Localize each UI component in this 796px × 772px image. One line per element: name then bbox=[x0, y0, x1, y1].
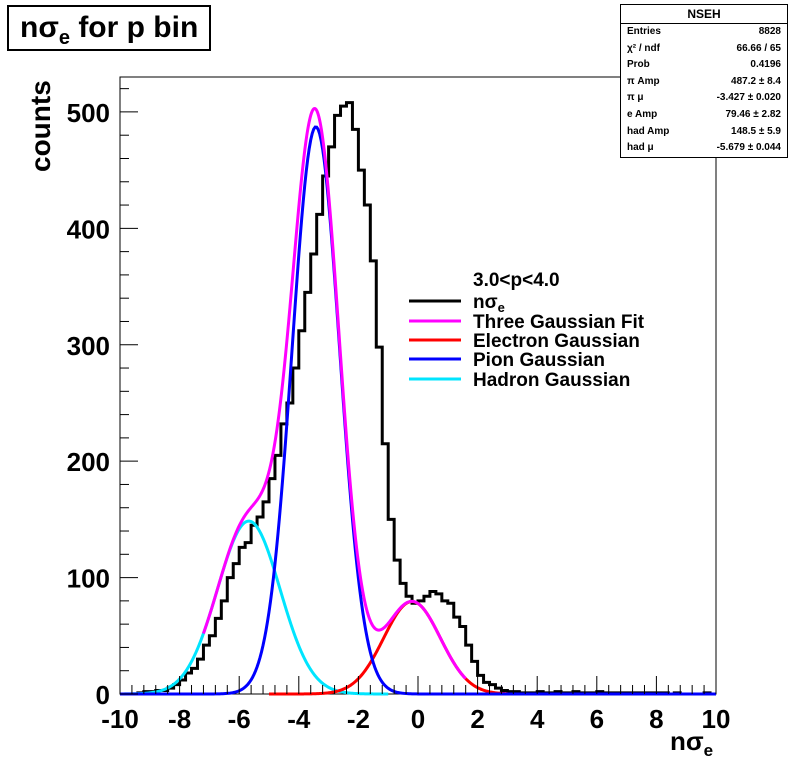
x-tick-label: 8 bbox=[649, 704, 663, 734]
y-tick-label: 400 bbox=[67, 214, 110, 244]
y-tick-label: 200 bbox=[67, 447, 110, 477]
stats-label: had μ bbox=[627, 142, 654, 154]
legend-label: Pion Gaussian bbox=[473, 350, 605, 371]
stats-row: had Amp 148.5 ± 5.9 bbox=[621, 124, 787, 141]
stats-box: NSEH Entries 8828 χ² / ndf 66.66 / 65 Prob 0.… bbox=[620, 4, 788, 158]
stats-row: Prob 0.4196 bbox=[621, 57, 787, 74]
stats-row: π Amp 487.2 ± 8.4 bbox=[621, 74, 787, 91]
x-tick-label: 6 bbox=[590, 704, 604, 734]
stats-value: -5.679 ± 0.044 bbox=[716, 142, 781, 154]
electron-gaussian-curve bbox=[269, 599, 508, 696]
legend-header: 3.0<p<4.0 bbox=[473, 270, 560, 291]
stats-row: π μ -3.427 ± 0.020 bbox=[621, 90, 787, 107]
stats-label: π μ bbox=[627, 92, 644, 104]
stats-label: χ² / ndf bbox=[627, 42, 660, 54]
stats-row: Entries 8828 bbox=[621, 24, 787, 41]
x-axis-label: nσe bbox=[670, 726, 713, 760]
stats-value: 79.46 ± 2.82 bbox=[725, 108, 781, 120]
stats-value: 487.2 ± 8.4 bbox=[731, 75, 781, 87]
three-gaussian-fit-curve bbox=[202, 106, 467, 680]
stats-value: 0.4196 bbox=[750, 59, 781, 71]
y-tick-label: 300 bbox=[67, 331, 110, 361]
plot-frame bbox=[119, 76, 717, 695]
hadron-gaussian-curve bbox=[120, 519, 389, 696]
title-subscript: e bbox=[58, 27, 70, 49]
stats-label: Prob bbox=[627, 59, 650, 71]
stats-label: π Amp bbox=[627, 75, 660, 87]
stats-value: 8828 bbox=[758, 26, 781, 37]
chart-title: nσe for p bin bbox=[7, 5, 212, 51]
legend-label-subscript: e bbox=[498, 300, 505, 315]
stats-row: χ² / ndf 66.66 / 65 bbox=[621, 41, 787, 58]
stats-label: had Amp bbox=[627, 125, 670, 137]
stats-row: had μ -5.679 ± 0.044 bbox=[621, 140, 787, 157]
stats-value: 148.5 ± 5.9 bbox=[731, 125, 781, 137]
title-suffix: for p bin bbox=[69, 11, 199, 44]
x-tick-label: -10 bbox=[101, 704, 139, 734]
y-axis-label: counts bbox=[25, 80, 56, 172]
x-tick-label: 2 bbox=[470, 704, 484, 734]
legend-label: Three Gaussian Fit bbox=[473, 312, 645, 333]
stats-rows: Entries 8828 χ² / ndf 66.66 / 65 Prob 0.4196 π… bbox=[621, 24, 787, 157]
legend-label: Electron Gaussian bbox=[473, 331, 640, 352]
x-tick-label: 10 bbox=[702, 704, 731, 734]
stats-value: -3.427 ± 0.020 bbox=[716, 92, 781, 104]
x-tick-label: -6 bbox=[228, 704, 251, 734]
stats-header: NSEH bbox=[621, 5, 787, 24]
stats-value: 66.66 / 65 bbox=[736, 42, 781, 54]
x-tick-label: -2 bbox=[347, 704, 370, 734]
legend-label: Hadron Gaussian bbox=[473, 370, 630, 391]
x-tick-label: -8 bbox=[168, 704, 191, 734]
title-prefix: nσ bbox=[20, 11, 59, 44]
y-tick-label: 500 bbox=[67, 98, 110, 128]
stats-label: Entries bbox=[627, 26, 661, 37]
x-tick-label: 4 bbox=[530, 704, 545, 734]
x-tick-label: -4 bbox=[287, 704, 311, 734]
legend-label: nσe bbox=[473, 292, 505, 315]
y-tick-label: 100 bbox=[67, 564, 110, 594]
x-tick-label: 0 bbox=[411, 704, 425, 734]
stats-row: e Amp 79.46 ± 2.82 bbox=[621, 107, 787, 124]
y-tick-label: 0 bbox=[96, 680, 110, 710]
stats-label: e Amp bbox=[627, 108, 658, 120]
